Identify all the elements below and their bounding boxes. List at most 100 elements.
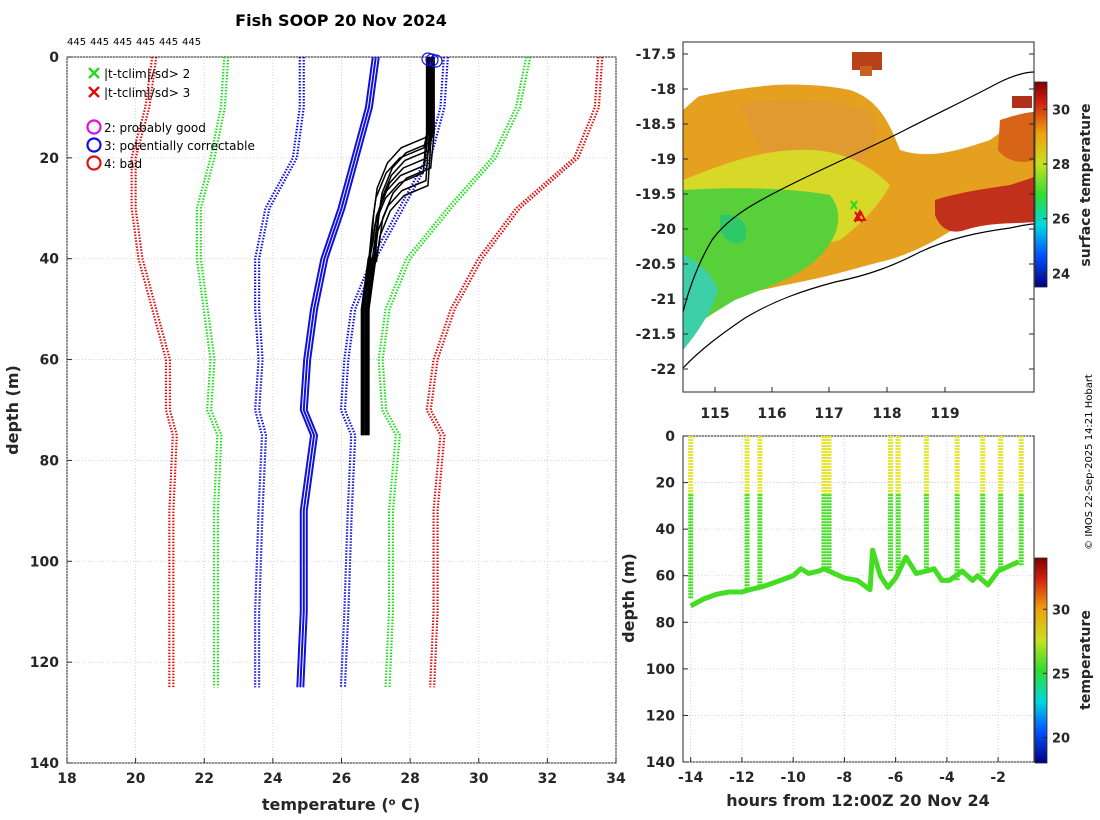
map-y-tick-label: -20 (651, 222, 677, 238)
series-line (254, 57, 301, 688)
sst-cyan-zone (683, 255, 718, 350)
map-panel: 115 116 117 118 119 -17.5 -18 -18.5 -19 -19.5 -20… (636, 41, 1094, 422)
circle-magenta-icon (86, 119, 102, 135)
section-y-ticks: 0 20 40 60 80 100 120 140 (646, 429, 688, 771)
cross-green-icon (88, 67, 100, 79)
section-casts (688, 436, 1024, 599)
sst-hot-zone (935, 176, 1034, 232)
legend-text: 4: bad (104, 157, 142, 171)
map-y-tick-label: -18.5 (636, 117, 676, 133)
observed-profile-line (366, 57, 434, 436)
legend-flag2: 2: probably good (86, 119, 206, 135)
bottom-trace-line (689, 547, 1020, 609)
x-tick-label: 30 (469, 771, 489, 787)
map-y-tick-label: -18 (651, 82, 676, 98)
section-x-tick-label: -8 (837, 770, 853, 786)
series-line (381, 56, 532, 688)
section-colorbar-label: temperature (1078, 610, 1094, 710)
section-x-tick-label: -14 (678, 770, 704, 786)
surface-flag-markers (421, 52, 443, 68)
y-tick-label: 20 (40, 151, 60, 167)
map-x-tick-label: 117 (814, 406, 843, 422)
section-axes-box (682, 435, 1035, 763)
y-tick-label: 120 (30, 655, 59, 671)
profile-legend: |t-tclim|/sd> 2 |t-tclim|/sd> 3 2: proba… (86, 67, 255, 171)
series-line (429, 56, 604, 688)
profile-y-ticks: 0 20 40 60 80 100 120 140 (30, 50, 72, 772)
profile-x-ticks: 18 20 22 24 26 28 30 32 34 (57, 758, 626, 787)
y-tick-label: 100 (30, 554, 59, 570)
section-colorbar (1034, 557, 1048, 764)
map-y-tick-label: -21 (651, 292, 676, 308)
count-label: 445 (182, 37, 201, 48)
count-label: 445 (159, 37, 178, 48)
x-tick-label: 20 (126, 771, 146, 787)
count-label: 445 (113, 37, 132, 48)
section-bottom-trace (689, 547, 1020, 609)
map-x-tick-label: 118 (872, 406, 901, 422)
section-y-tick-label: 60 (656, 569, 676, 585)
sst-isolated-patch (852, 52, 882, 70)
section-x-tick-label: -4 (939, 770, 955, 786)
sst-cyan-patch (720, 214, 747, 244)
y-tick-label: 60 (40, 353, 60, 369)
profile-title: Fish SOOP 20 Nov 2024 (235, 11, 447, 30)
profile-grid (66, 56, 617, 764)
series-line (302, 56, 380, 688)
series-line (134, 56, 178, 688)
legend-text: |t-tclim|/sd> 2 (104, 67, 190, 81)
map-colorbar-tick-label: 26 (1052, 213, 1070, 228)
profile-series (130, 56, 604, 688)
map-land (683, 226, 1034, 392)
map-x-tick-label: 116 (757, 406, 786, 422)
y-tick-label: 0 (49, 50, 59, 66)
y-tick-label: 80 (40, 453, 60, 469)
profile-ylabel: depth (m) (3, 365, 22, 455)
map-axes-box (682, 41, 1035, 393)
legend-text: 2: probably good (104, 121, 206, 135)
map-x-tick-label: 115 (700, 406, 729, 422)
map-colorbar (1034, 81, 1048, 288)
section-y-tick-label: 20 (656, 476, 676, 492)
map-y-tick-label: -19 (651, 152, 676, 168)
section-colorbar-tick-label: 25 (1052, 667, 1070, 682)
series-line (425, 56, 600, 688)
x-tick-label: 24 (263, 771, 283, 787)
series-line (130, 56, 174, 688)
section-x-tick-label: -2 (990, 770, 1006, 786)
y-tick-label: 140 (30, 756, 59, 772)
observed-profile-line (365, 57, 433, 436)
sst-field (683, 42, 1034, 392)
map-x-tick-label: 119 (930, 406, 959, 422)
section-y-tick-label: 40 (656, 522, 676, 538)
legend-cross-red: |t-tclim|/sd> 3 (88, 86, 190, 100)
count-label: 445 (67, 37, 86, 48)
section-colorbar-tick-label: 20 (1052, 731, 1070, 746)
legend-cross-green: |t-tclim|/sd> 2 (88, 67, 190, 81)
section-y-tick-label: 120 (646, 708, 675, 724)
sst-isolated-patch (860, 66, 872, 76)
count-label: 445 (136, 37, 155, 48)
sst-warm-core (740, 99, 876, 164)
section-y-tick-label: 140 (646, 755, 675, 771)
credit-text: © IMOS 22-Sep-2025 14:21 Hobart (1084, 374, 1095, 550)
y-tick-label: 40 (40, 252, 60, 268)
profile-panel: Fish SOOP 20 Nov 2024 445 445 445 445 445 445… (3, 11, 626, 814)
x-tick-label: 28 (400, 771, 419, 787)
section-x-tick-label: -6 (888, 770, 904, 786)
map-y-tick-label: -20.5 (636, 257, 676, 273)
series-line (195, 56, 226, 688)
isobath-line (683, 71, 1034, 313)
map-colorbar-label: surface temperature (1078, 103, 1094, 266)
section-x-tick-label: -12 (729, 770, 754, 786)
series-line (299, 56, 377, 688)
series-line (296, 56, 374, 688)
map-x-ticks: 115 116 117 118 119 (700, 387, 960, 422)
cross-red-icon (88, 86, 100, 98)
section-colorbar-ticks: 20 25 30 (1043, 603, 1070, 746)
map-nodata-top (683, 42, 1034, 110)
count-label: 445 (90, 37, 109, 48)
series-line (377, 56, 528, 688)
section-y-tick-label: 0 (665, 429, 675, 445)
